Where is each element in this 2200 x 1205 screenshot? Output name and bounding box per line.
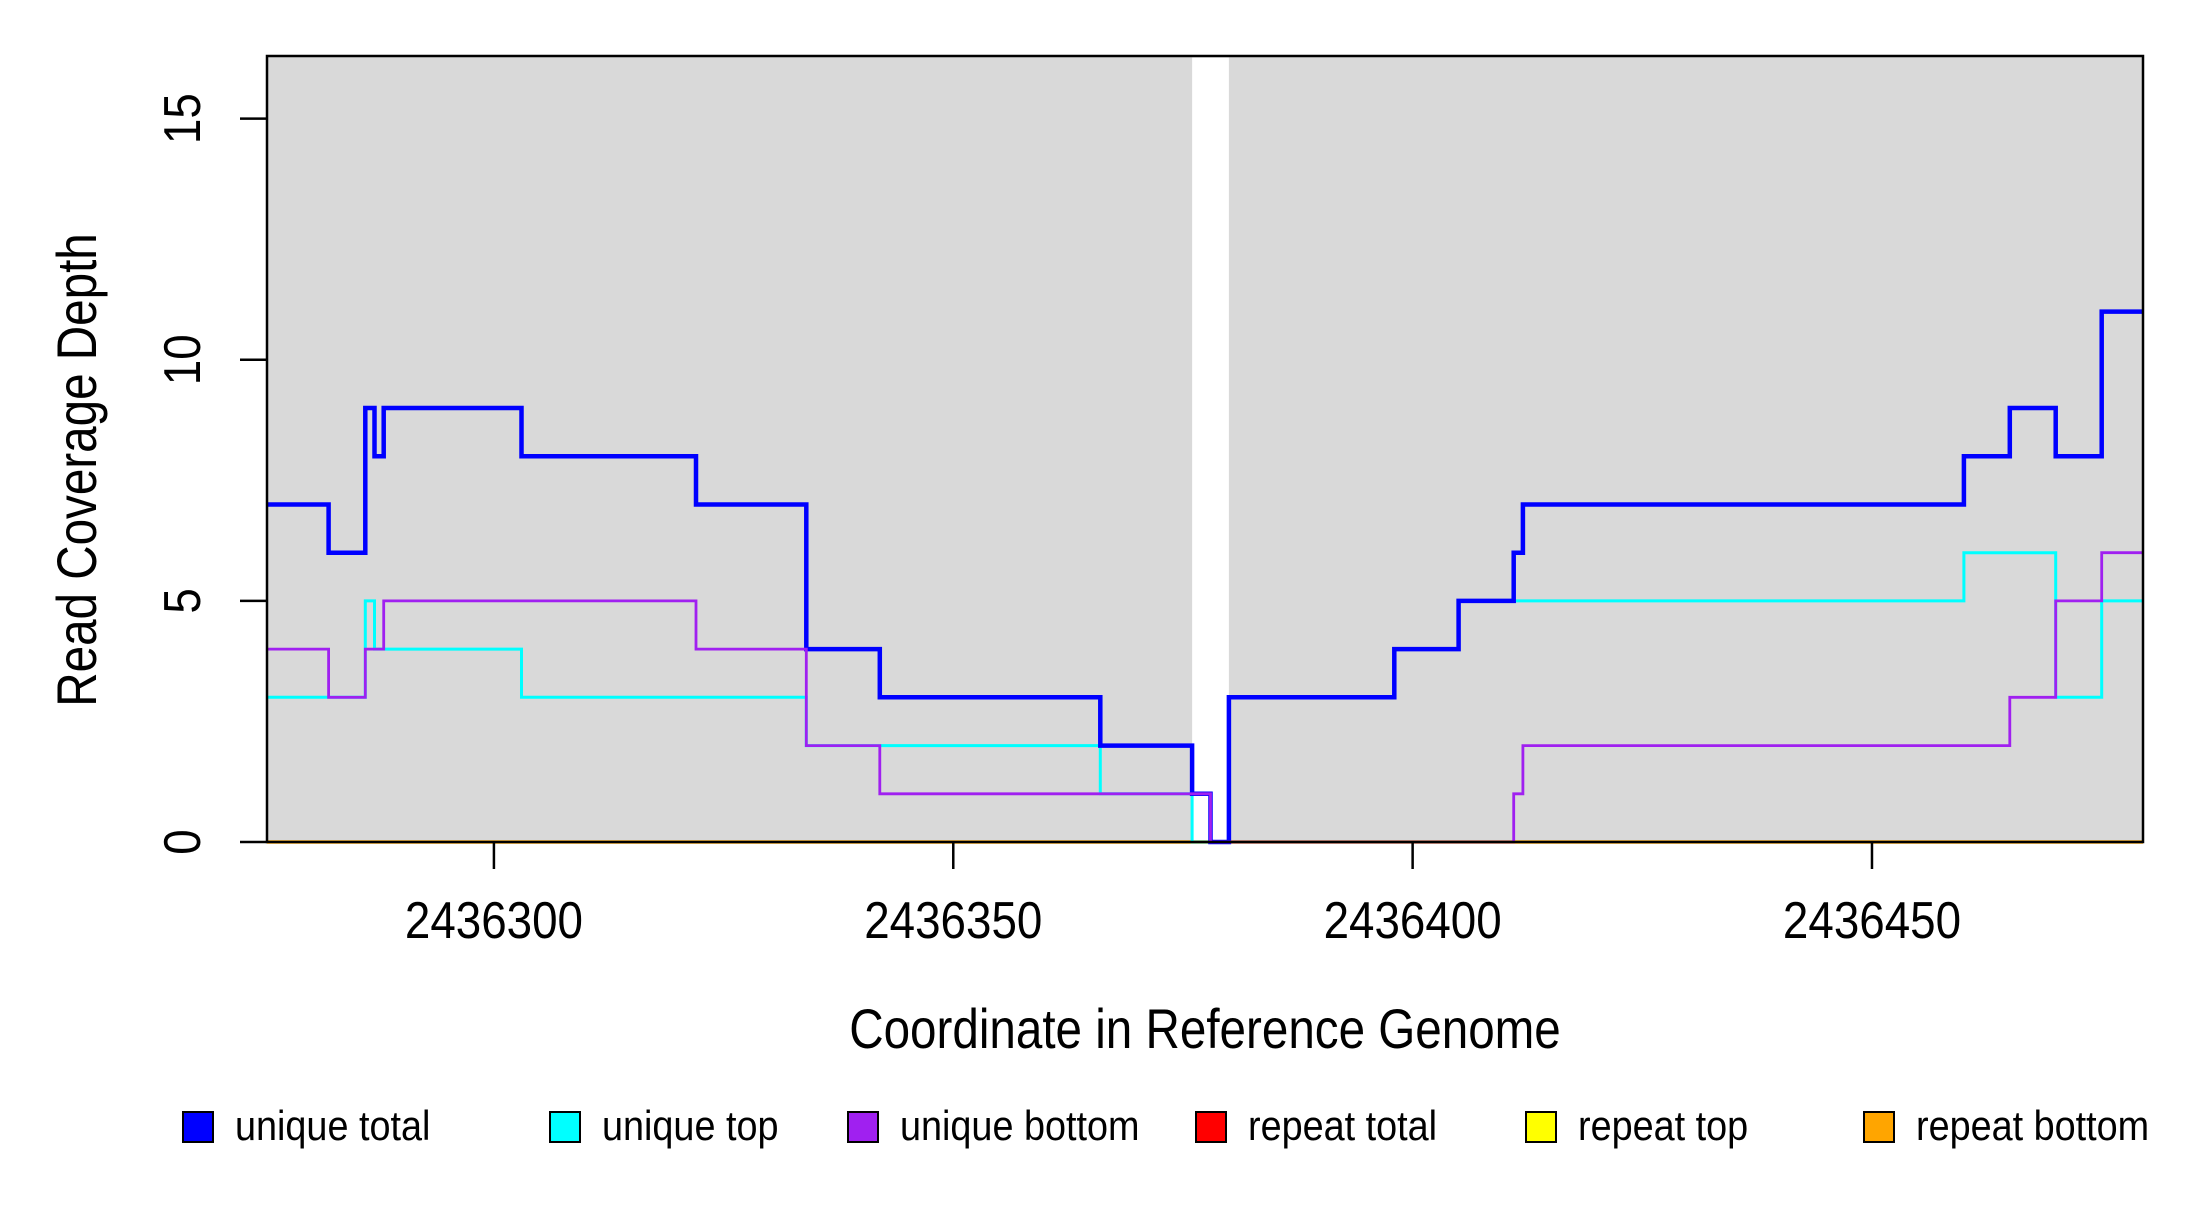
plot-panel-layer bbox=[267, 56, 2143, 842]
y-axis-title: Read Coverage Depth bbox=[46, 233, 108, 707]
y-axis-tick-label: 15 bbox=[154, 93, 211, 144]
legend-item-unique-bottom: unique bottom bbox=[847, 1103, 1139, 1149]
legend-swatch-repeat-top bbox=[1525, 1111, 1557, 1143]
legend-label: unique total bbox=[235, 1103, 430, 1149]
legend-swatch-unique-top bbox=[549, 1111, 581, 1143]
legend-swatch-repeat-bottom bbox=[1863, 1111, 1895, 1143]
plot-frame-layer bbox=[265, 54, 2145, 844]
legend-label: repeat total bbox=[1248, 1103, 1437, 1149]
y-axis-tick-label: 10 bbox=[154, 334, 211, 385]
legend-label: unique bottom bbox=[900, 1103, 1139, 1149]
x-axis-tick-label: 2436400 bbox=[1324, 892, 1502, 949]
legend-label: unique top bbox=[602, 1103, 778, 1149]
legend-item-unique-top: unique top bbox=[549, 1103, 778, 1149]
plot-border bbox=[265, 54, 2145, 844]
legend: unique total unique top unique bottom repea… bbox=[182, 1103, 2149, 1149]
y-axis-tick-label: 5 bbox=[154, 588, 211, 613]
x-axis-tick-label: 2436300 bbox=[405, 892, 583, 949]
y-axis-tick-label: 0 bbox=[154, 829, 211, 854]
legend-item-repeat-bottom: repeat bottom bbox=[1863, 1103, 2149, 1149]
x-axis-title: Coordinate in Reference Genome bbox=[849, 998, 1561, 1060]
legend-item-unique-total: unique total bbox=[182, 1103, 430, 1149]
axis-layer: 2436300 2436350 2436400 2436450 0 5 10 15 bbox=[154, 93, 1961, 949]
legend-swatch-unique-bottom bbox=[847, 1111, 879, 1143]
legend-swatch-unique-total bbox=[182, 1111, 214, 1143]
legend-swatch-repeat-total bbox=[1195, 1111, 1227, 1143]
x-axis-tick-label: 2436450 bbox=[1783, 892, 1961, 949]
series-line-unique-bottom bbox=[267, 551, 2143, 844]
x-axis-tick-label: 2436350 bbox=[864, 892, 1042, 949]
legend-item-repeat-top: repeat top bbox=[1525, 1103, 1748, 1149]
legend-item-repeat-total: repeat total bbox=[1195, 1103, 1437, 1149]
legend-label: repeat bottom bbox=[1916, 1103, 2149, 1149]
legend-label: repeat top bbox=[1578, 1103, 1748, 1149]
no-coverage-gap-band bbox=[1192, 57, 1229, 842]
